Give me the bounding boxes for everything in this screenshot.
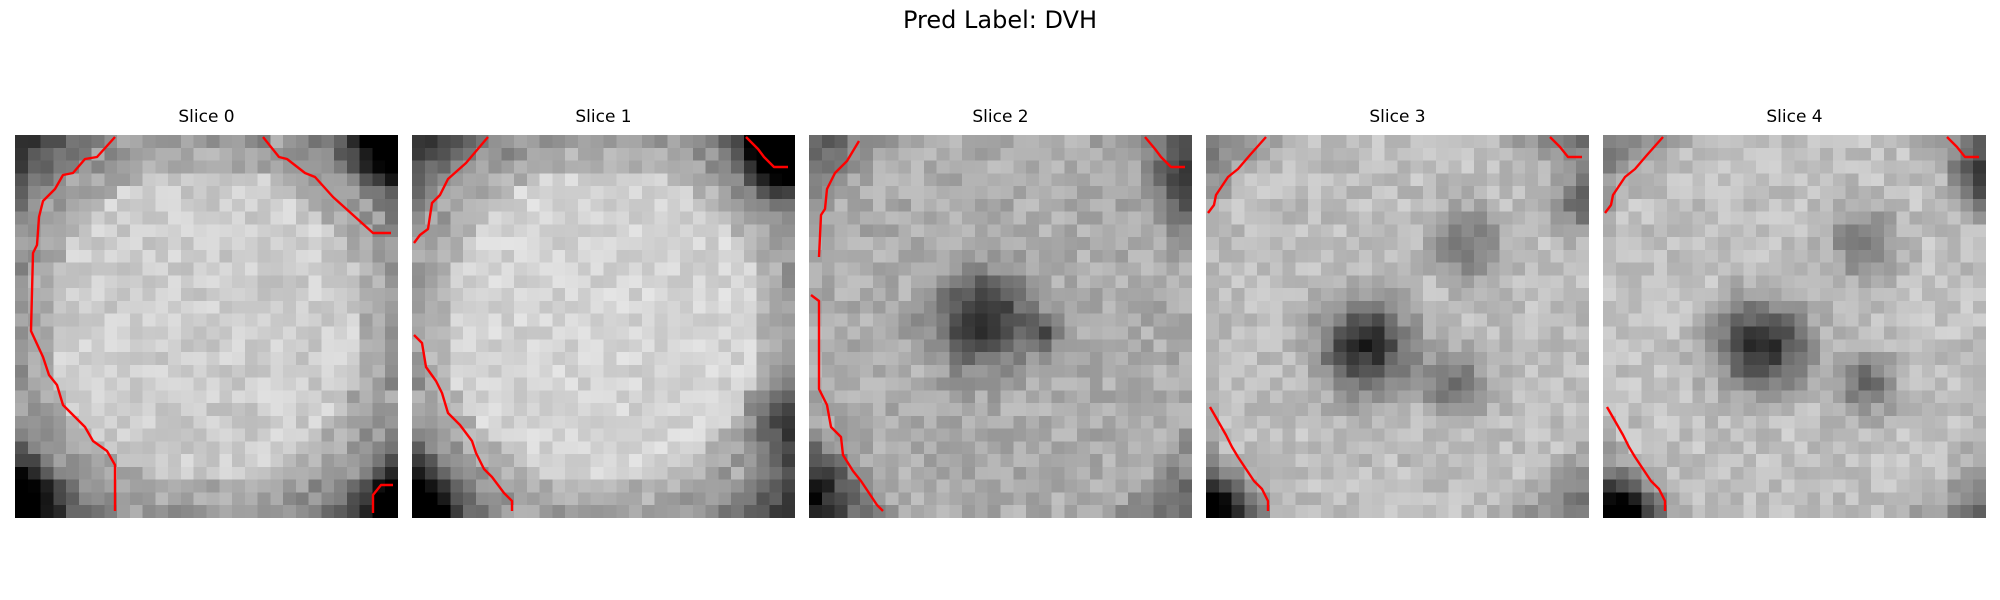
figure-title: Pred Label: DVH <box>902 6 1097 34</box>
contour-overlay-1 <box>413 136 788 511</box>
contour-overlay-0 <box>29 136 393 513</box>
slice-image-4 <box>1603 135 1986 518</box>
contour-line <box>1946 136 1979 159</box>
slice-panel-1: Slice 1 <box>412 107 795 518</box>
contour-line <box>1144 136 1185 169</box>
contour-line <box>810 294 884 512</box>
contour-line <box>413 136 489 244</box>
contour-line <box>262 136 391 235</box>
contour-line <box>413 334 514 511</box>
contour-line <box>1604 136 1664 214</box>
contour-line <box>371 483 393 513</box>
contour-overlay-3 <box>1207 136 1582 511</box>
slice-panel-2: Slice 2 <box>809 107 1192 518</box>
contour-line <box>1605 406 1667 511</box>
slice-panel-3: Slice 3 <box>1206 107 1589 518</box>
contour-line <box>1208 406 1270 511</box>
slice-title-3: Slice 3 <box>1369 107 1426 127</box>
contour-line <box>29 136 117 511</box>
contour-line <box>745 136 788 169</box>
slice-title-2: Slice 2 <box>972 107 1029 127</box>
slice-title-4: Slice 4 <box>1766 107 1823 127</box>
slice-panel-4: Slice 4 <box>1603 107 1986 518</box>
slice-title-1: Slice 1 <box>575 107 632 127</box>
contour-line <box>1207 136 1267 214</box>
slice-image-3 <box>1206 135 1589 518</box>
contour-overlay-4 <box>1604 136 1979 511</box>
slice-image-2 <box>809 135 1192 518</box>
slice-panel-0: Slice 0 <box>15 107 398 518</box>
contour-line <box>1549 136 1582 159</box>
slice-title-0: Slice 0 <box>178 107 235 127</box>
contour-line <box>817 140 861 258</box>
contour-overlay-2 <box>810 136 1185 512</box>
